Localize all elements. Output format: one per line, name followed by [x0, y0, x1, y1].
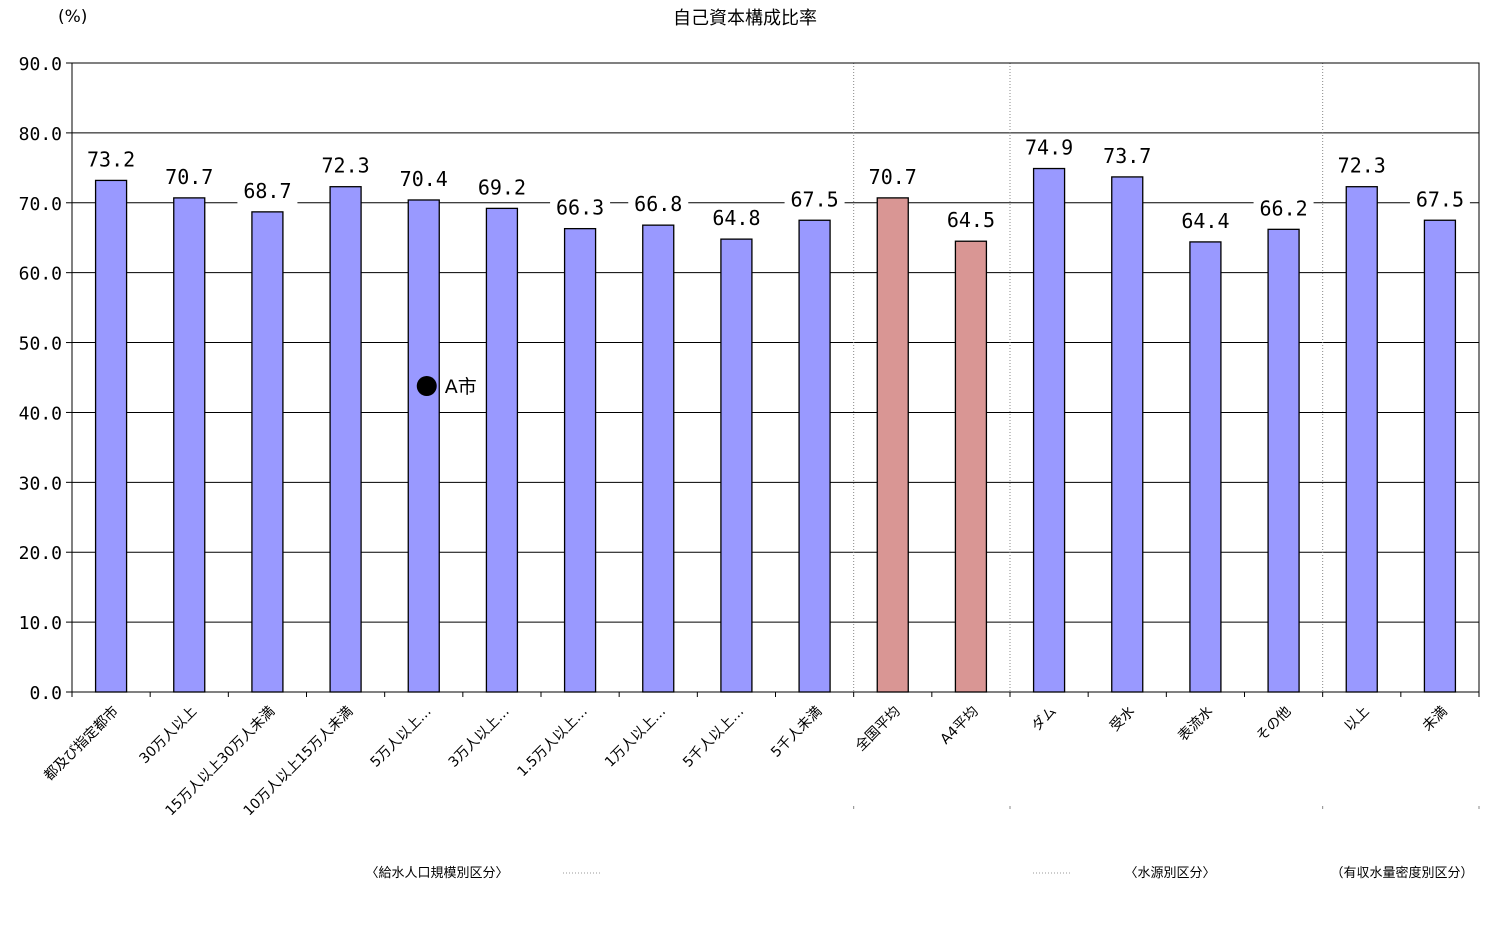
data-label: 70.7 — [165, 165, 213, 189]
category-label: 受水 — [1107, 704, 1138, 735]
data-label: 68.7 — [243, 179, 291, 203]
data-label-background — [471, 173, 532, 202]
category-label: 5千人未満 — [768, 704, 825, 761]
bar — [94, 179, 128, 693]
y-tick-label: 10.0 — [19, 613, 62, 634]
data-label: 74.9 — [1025, 136, 1073, 160]
data-label-background — [1253, 194, 1314, 223]
data-label-background — [1331, 151, 1392, 180]
data-label-background — [628, 190, 689, 219]
category-label: 全国平均 — [852, 703, 904, 755]
annotation-marker — [416, 375, 437, 396]
y-tick-label: 90.0 — [19, 54, 62, 75]
bar — [954, 240, 988, 693]
data-label-background — [862, 162, 923, 191]
data-label-background — [1019, 133, 1080, 162]
category-label: 1万人以上… — [602, 704, 669, 771]
bar — [485, 207, 519, 693]
data-label-background — [159, 162, 220, 191]
data-label-background — [550, 193, 611, 222]
annotation: A市 — [416, 375, 477, 398]
bar — [407, 199, 440, 693]
data-label-background — [784, 185, 845, 214]
data-label-background — [315, 151, 376, 180]
bar — [1345, 186, 1378, 693]
data-label: 64.4 — [1181, 209, 1229, 233]
y-axis-unit: (%) — [58, 7, 87, 27]
data-label: 70.4 — [400, 167, 448, 191]
category-label: 以上 — [1341, 704, 1372, 735]
bar — [798, 219, 831, 693]
data-label-background — [237, 176, 298, 205]
data-label-background — [706, 204, 767, 233]
category-label: 5千人以上… — [680, 704, 747, 771]
data-label: 66.8 — [634, 192, 682, 216]
bar — [563, 227, 597, 693]
category-label: 未満 — [1420, 704, 1451, 735]
group-separators — [853, 63, 1480, 809]
bars — [94, 167, 1457, 693]
y-tick-label: 50.0 — [19, 334, 62, 355]
bar — [1189, 241, 1222, 693]
data-label: 72.3 — [321, 154, 369, 178]
data-label: 67.5 — [790, 187, 838, 211]
category-label: 1.5万人以上… — [514, 704, 591, 781]
y-tick-label: 0.0 — [29, 683, 62, 704]
bar — [876, 197, 909, 693]
category-label: 都及び指定都市 — [41, 703, 122, 784]
annotation-label: A市 — [445, 376, 477, 398]
data-label-background — [1409, 185, 1470, 214]
bar — [251, 211, 284, 693]
data-label-background — [1097, 141, 1158, 170]
y-tick-label: 70.0 — [19, 194, 62, 215]
data-label: 69.2 — [478, 175, 526, 199]
y-tick-label: 40.0 — [19, 403, 62, 424]
data-label-background — [393, 164, 454, 193]
group-label: 〈給水人口規模別区分〉 — [365, 866, 508, 881]
bar — [642, 224, 675, 693]
data-label: 67.5 — [1416, 187, 1464, 211]
data-label: 72.3 — [1338, 154, 1386, 178]
data-label: 66.3 — [556, 196, 604, 220]
bar — [329, 186, 362, 693]
category-label: 30万人以上 — [137, 704, 201, 768]
bar — [173, 197, 206, 693]
y-tick-label: 80.0 — [19, 124, 62, 145]
data-label-background — [1175, 206, 1236, 235]
data-label-background — [940, 206, 1001, 235]
y-tick-label: 30.0 — [19, 473, 62, 494]
axes: 0.0 10.0 20.0 30.0 40.0 50.0 60.0 70.0 80.0 90.0 — [19, 54, 1480, 704]
data-label: 66.2 — [1259, 196, 1307, 220]
bar — [1032, 167, 1066, 693]
data-label: 64.5 — [947, 208, 995, 232]
category-label: ダム — [1029, 704, 1060, 735]
category-label: 5万人以上… — [367, 704, 434, 771]
gridlines — [72, 132, 1479, 623]
category-label: その他 — [1253, 704, 1294, 745]
bar — [1267, 228, 1300, 693]
data-label: 73.7 — [1103, 144, 1151, 168]
data-label-background — [81, 145, 142, 174]
chart-title: 自己資本構成比率 — [673, 8, 817, 29]
y-tick-label: 60.0 — [19, 264, 62, 285]
data-labels: 73.2 70.7 68.7 72.3 70.4 69.2 66.3 66.8 64.8 67.5… — [81, 133, 1470, 235]
data-label: 73.2 — [87, 147, 135, 171]
bar — [720, 238, 753, 693]
category-label: A4平均 — [938, 704, 982, 748]
y-tick-label: 20.0 — [19, 543, 62, 564]
group-label: 〈水源別区分〉 — [1124, 866, 1215, 881]
category-label: 3万人以上… — [446, 704, 513, 771]
category-label: 表流水 — [1175, 704, 1216, 745]
data-label: 64.8 — [712, 206, 760, 230]
data-label: 70.7 — [869, 165, 917, 189]
group-labels: 〈給水人口規模別区分〉 〈水源別区分〉 （有収水量密度別区分） — [365, 865, 1473, 881]
bar — [1423, 219, 1457, 693]
bar — [1111, 176, 1144, 693]
group-label: （有収水量密度別区分） — [1330, 865, 1473, 881]
